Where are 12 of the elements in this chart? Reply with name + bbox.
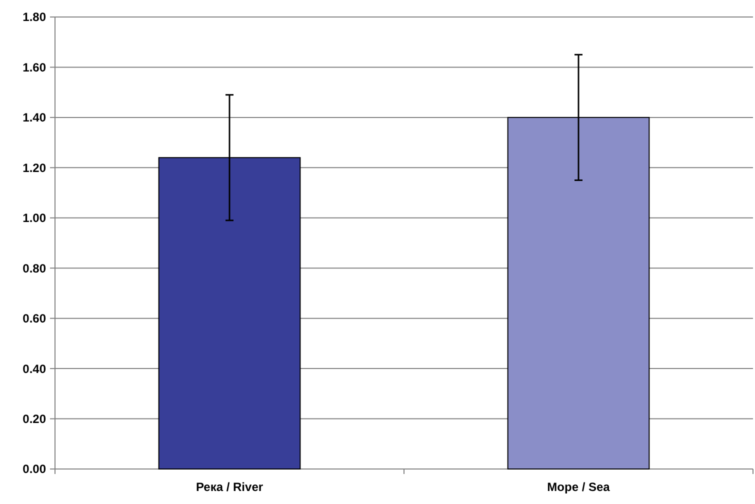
x-tick-label: Море / Sea xyxy=(547,480,610,494)
y-tick-label: 1.80 xyxy=(22,10,46,24)
y-tick-label: 1.20 xyxy=(22,160,46,175)
y-tick-label: 0.00 xyxy=(22,462,46,476)
y-tick-label: 0.40 xyxy=(22,362,46,376)
y-tick-label: 0.80 xyxy=(22,261,46,276)
y-tick-label: 1.00 xyxy=(22,211,46,226)
y-tick-label: 0.60 xyxy=(22,312,46,326)
y-tick-label: 0.20 xyxy=(22,412,46,426)
y-tick-label: 1.40 xyxy=(22,110,46,125)
y-tick-label: 1.60 xyxy=(22,60,46,74)
x-tick-label: Река / River xyxy=(196,480,264,494)
